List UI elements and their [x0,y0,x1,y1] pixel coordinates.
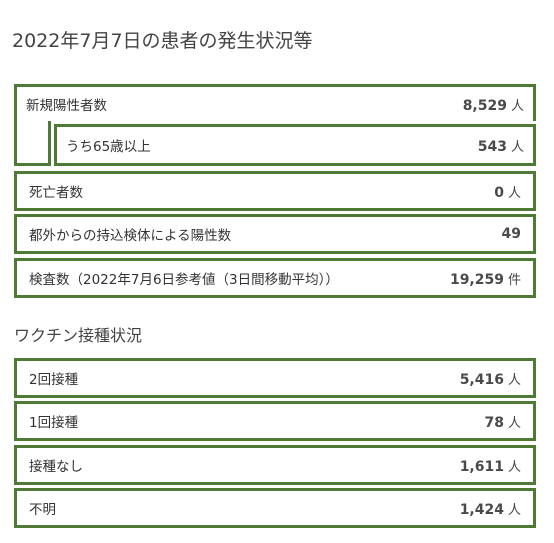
vaccine-row: 2回接種 5,416 人 [17,361,533,395]
tests-unit: 件 [507,272,521,288]
new-positive-card: 新規陽性者数 8,529 人 うち65歳以上 543 人 [14,84,536,166]
vaccine-row-unit: 人 [507,502,521,518]
vaccine-row: 不明 1,424 人 [17,491,533,525]
deaths-number: 0 [494,184,504,201]
over65-value: 543 人 [478,136,524,155]
vaccine-row-label: 1回接種 [29,415,79,431]
new-positive-bracket [17,121,51,163]
deaths-unit: 人 [507,185,521,201]
tests-value: 19,259 件 [450,269,521,288]
vaccine-row-label: 不明 [29,502,56,518]
outside-tokyo-label: 都外からの持込検体による陽性数 [29,228,232,244]
page-title: 2022年7月7日の患者の発生状況等 [12,30,313,52]
new-positive-unit: 人 [510,98,524,114]
vaccine-row-number: 1,424 [459,501,504,518]
vaccine-row-unit: 人 [507,459,521,475]
vaccine-row-label: 2回接種 [29,372,79,388]
over65-label: うち65歳以上 [66,139,151,155]
new-positive-row: 新規陽性者数 8,529 人 [14,87,536,121]
vaccine-card: 2回接種 5,416 人 [14,358,536,398]
over65-number: 543 [477,138,507,155]
vaccine-row-value: 5,416 人 [460,369,521,388]
over65-unit: 人 [510,139,524,155]
vaccine-row-value: 1,611 人 [460,456,521,475]
vaccine-heading: ワクチン接種状況 [14,326,143,345]
new-positive-label: 新規陽性者数 [26,98,107,114]
tests-card: 検査数（2022年7月6日参考値（3日間移動平均）） 19,259 件 [14,258,536,298]
vaccine-card: 不明 1,424 人 [14,488,536,528]
tests-label: 検査数（2022年7月6日参考値（3日間移動平均）） [29,272,339,288]
vaccine-card: 接種なし 1,611 人 [14,445,536,485]
outside-tokyo-row: 都外からの持込検体による陽性数 49 [17,217,533,251]
tests-number: 19,259 [449,271,504,288]
vaccine-row-value: 78 人 [485,412,522,431]
outside-tokyo-card: 都外からの持込検体による陽性数 49 [14,214,536,254]
vaccine-row-number: 5,416 [459,371,504,388]
vaccine-row-unit: 人 [507,372,521,388]
vaccine-row-value: 1,424 人 [460,499,521,518]
outside-tokyo-number: 49 [501,226,521,242]
vaccine-row-number: 1,611 [459,458,504,475]
over65-row: うち65歳以上 543 人 [54,127,536,163]
vaccine-row-unit: 人 [507,415,521,431]
over65-frame [54,124,536,166]
tests-row: 検査数（2022年7月6日参考値（3日間移動平均）） 19,259 件 [17,261,533,295]
new-positive-value: 8,529 人 [463,95,524,114]
outside-tokyo-value: 49 [502,226,521,242]
vaccine-card: 1回接種 78 人 [14,401,536,441]
vaccine-row: 接種なし 1,611 人 [17,448,533,482]
vaccine-row-label: 接種なし [29,459,83,475]
vaccine-row: 1回接種 78 人 [17,404,533,438]
vaccine-row-number: 78 [484,414,504,431]
new-positive-number: 8,529 [462,97,507,114]
deaths-label: 死亡者数 [29,185,83,201]
